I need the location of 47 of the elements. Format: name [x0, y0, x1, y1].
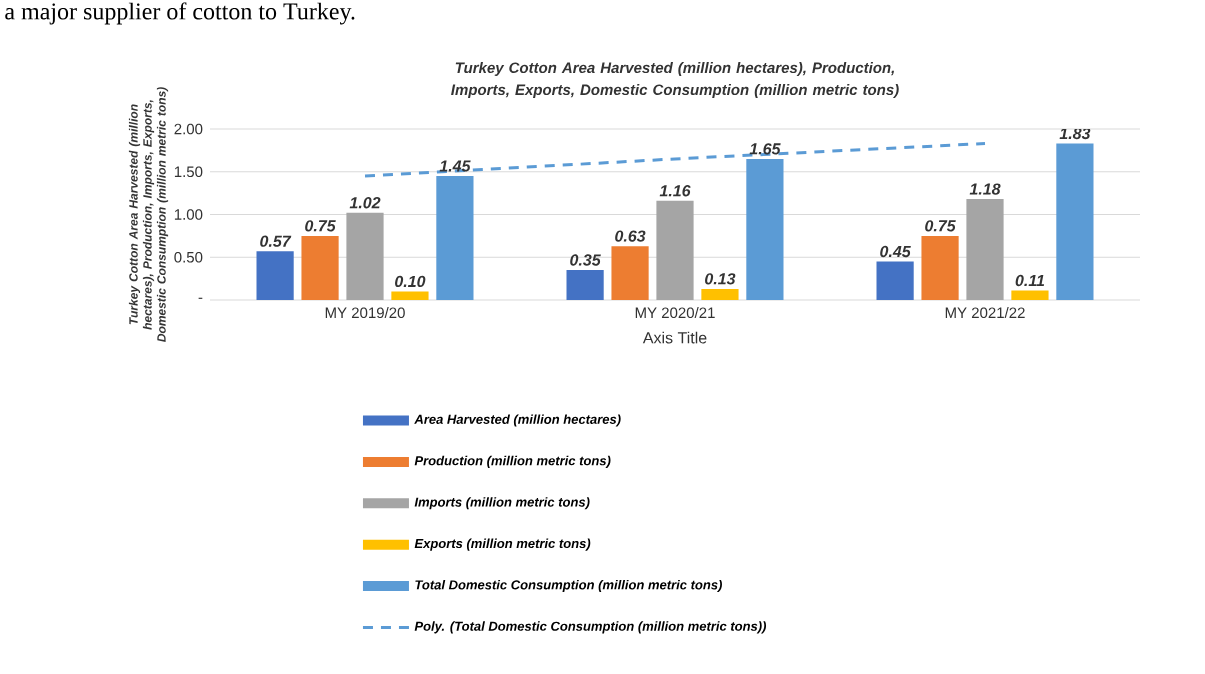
y-tick-label: 0.50: [174, 251, 203, 263]
bar: [876, 261, 914, 300]
bar: [656, 200, 694, 300]
bar: [391, 291, 429, 300]
data-label: 0.45: [880, 245, 911, 258]
bar: [966, 199, 1004, 300]
legend-label: Production (million metric tons): [414, 455, 611, 468]
chart-title: Turkey Cotton Area Harvested (million hectares), Production, Imports, Exports, Domestic Consumption (million metric tons): [451, 62, 899, 99]
legend-label: Exports (million metric tons): [414, 538, 591, 551]
bar: [1011, 290, 1049, 300]
x-tick-label: MY 2021/22: [945, 307, 1025, 319]
data-label: 0.35: [570, 254, 601, 266]
y-tick-label: 2.00: [174, 123, 203, 135]
data-label: 1.45: [439, 160, 471, 172]
x-tick-label: MY 2020/21: [635, 307, 715, 319]
data-label: 0.57: [260, 235, 292, 247]
data-label: 1.16: [659, 185, 691, 197]
legend-label: Area Harvested (million hectares): [414, 414, 621, 427]
bar: [301, 235, 339, 300]
x-axis-title: Axis Title: [642, 331, 707, 344]
bar: [346, 212, 384, 300]
bar: [566, 270, 604, 300]
bar: [921, 235, 959, 300]
data-label: 0.75: [925, 220, 956, 232]
legend-label: Total Domestic Consumption (million metric tons): [415, 579, 722, 593]
data-label: 0.11: [1015, 274, 1045, 287]
x-tick-label: MY 2019/20: [325, 307, 405, 319]
data-label: 1.02: [349, 197, 381, 209]
data-label: 0.63: [615, 230, 646, 242]
bar: [256, 251, 294, 300]
legend-label: Poly. (Total Domestic Consumption (million metric tons)): [414, 621, 767, 634]
text: a major supplier of cotton to Turkey.: [5, 2, 355, 25]
data-label: 1.65: [749, 143, 781, 155]
bar: [611, 246, 649, 300]
y-tick-label: 1.50: [174, 166, 203, 178]
bar: [1056, 143, 1094, 300]
data-label: 1.18: [969, 183, 1001, 195]
data-label: 0.10: [395, 275, 426, 288]
y-axis-title: Turkey Cotton Area Harvested (million hectares), Production, Imports, Exports, Domestic Consumption (million metric tons): [128, 87, 169, 342]
legend-label: Imports (million metric tons): [414, 497, 590, 510]
data-label: 0.75: [305, 220, 336, 232]
bar: [436, 176, 474, 300]
y-tick-label: 1.00: [174, 209, 203, 220]
bar: [746, 158, 784, 300]
y-tick-label: -: [198, 297, 203, 299]
data-label: 0.13: [705, 273, 736, 285]
bar: [701, 288, 739, 300]
